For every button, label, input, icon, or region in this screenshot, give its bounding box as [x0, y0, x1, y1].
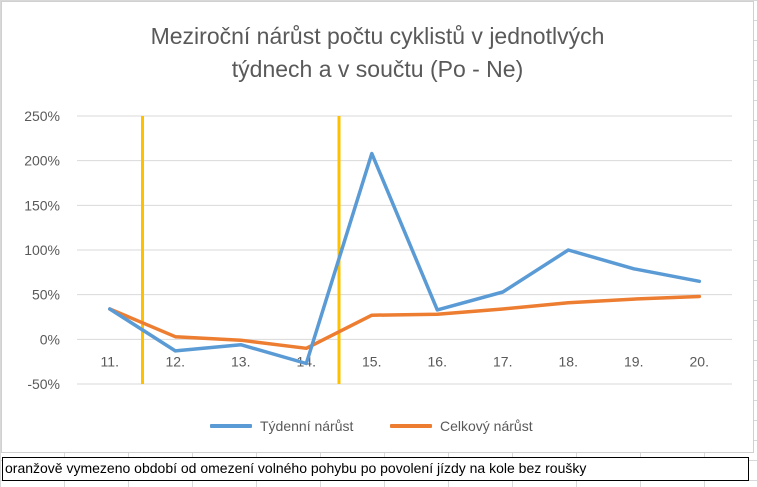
- y-tick-label: 0%: [40, 331, 60, 347]
- legend-label-celkovy: Celkový nárůst: [440, 418, 533, 434]
- chart-title: Meziroční nárůst počtu cyklistů v jednot…: [2, 20, 753, 86]
- series-line-celkovy: [108, 294, 702, 351]
- plot-area: 250%200%150%100%50%0%-50%11. 12. 13. 14. 15.…: [24, 108, 732, 392]
- series-line-tydenni: [108, 151, 702, 366]
- legend-label-tydenni: Týdenní nárůst: [260, 418, 354, 434]
- chart-title-line-1: Meziroční nárůst počtu cyklistů v jednot…: [150, 23, 605, 49]
- x-tick-label: 13.: [231, 353, 250, 369]
- legend-item-tydenni: Týdenní nárůst: [210, 415, 353, 437]
- x-tick-label: 15.: [362, 353, 381, 369]
- legend: Týdenní nárůst Celkový nárůst: [2, 415, 753, 437]
- y-tick-label: -50%: [27, 376, 60, 392]
- chart-title-line-2: týdnech a v součtu (Po - Ne): [231, 56, 524, 82]
- y-tick-label: 100%: [24, 242, 60, 258]
- y-tick-label: 50%: [32, 287, 60, 303]
- y-tick-label: 200%: [24, 153, 60, 169]
- x-tick-label: 12.: [166, 353, 185, 369]
- x-tick-label: 20.: [690, 353, 709, 369]
- legend-swatch-celkovy: [390, 424, 432, 428]
- x-tick-label: 11.: [101, 353, 119, 369]
- chart-area[interactable]: Meziroční nárůst počtu cyklistů v jednot…: [1, 1, 754, 453]
- x-tick-label: 16.: [428, 353, 447, 369]
- y-tick-label: 250%: [24, 108, 60, 124]
- x-tick-label: 17.: [493, 353, 512, 369]
- annotation-note: oranžově vymezeno období od omezení voln…: [2, 457, 749, 481]
- x-tick-label: 19.: [624, 353, 643, 369]
- legend-item-celkovy: Celkový nárůst: [390, 415, 533, 437]
- x-tick-label: 18.: [559, 353, 578, 369]
- legend-swatch-tydenni: [210, 424, 252, 428]
- y-tick-label: 150%: [24, 197, 60, 213]
